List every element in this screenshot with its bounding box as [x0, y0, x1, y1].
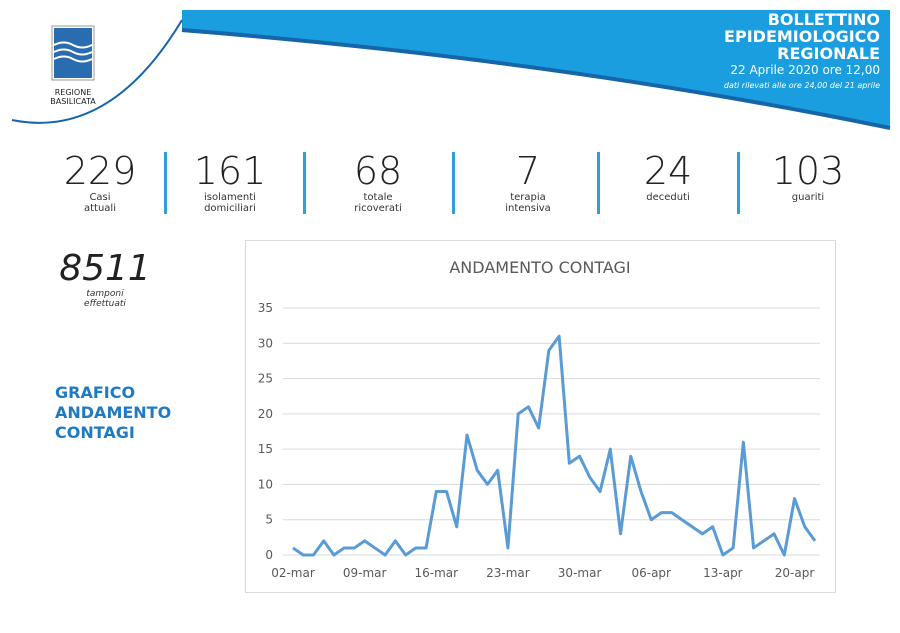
y-tick-label: 0 — [265, 548, 273, 562]
stat-label: isolamenti domiciliari — [204, 192, 256, 214]
x-tick-label: 13-apr — [703, 566, 743, 580]
logo-text: REGIONE — [55, 88, 92, 97]
stat-label: deceduti — [646, 192, 690, 203]
separator — [164, 152, 167, 214]
separator — [303, 152, 306, 214]
x-tick-label: 23-mar — [486, 566, 530, 580]
tamponi-label: tamponi effettuati — [84, 289, 126, 309]
x-tick-label: 09-mar — [343, 566, 387, 580]
stat: 103 guariti — [748, 150, 868, 203]
x-tick-label: 06-apr — [631, 566, 671, 580]
logo-text: BASILICATA — [50, 97, 96, 106]
stat-label: totale ricoverati — [354, 192, 402, 214]
separator — [597, 152, 600, 214]
x-tick-label: 16-mar — [415, 566, 459, 580]
header-note: dati rilevati alle ore 24,00 del 21 apri… — [724, 81, 880, 90]
chart: ANDAMENTO CONTAGI 0 5 10 15 20 25 30 35 02-mar 09… — [245, 240, 836, 593]
chart-title: ANDAMENTO CONTAGI — [449, 258, 630, 277]
stat-value: 7 — [515, 149, 541, 193]
logo-waves — [53, 41, 93, 63]
logo-arc — [11, 19, 183, 124]
y-tick-label: 30 — [258, 336, 273, 350]
header-title: BOLLETTINO — [768, 10, 880, 29]
y-tick-label: 25 — [258, 372, 273, 386]
header-title: REGIONALE — [777, 44, 880, 63]
stat-value: 24 — [643, 149, 693, 193]
y-tick-label: 5 — [265, 513, 273, 527]
separator — [737, 152, 740, 214]
y-tick-label: 10 — [258, 477, 273, 491]
stat: 68 totale ricoverati — [318, 150, 438, 214]
y-tick-label: 15 — [258, 442, 273, 456]
x-tick-label: 02-mar — [271, 566, 315, 580]
stat-label: Casi attuali — [84, 192, 116, 214]
stat-label: terapia intensiva — [505, 192, 551, 214]
header-stripe — [181, 28, 891, 130]
stat-value: 103 — [771, 149, 845, 193]
stat-value: 161 — [193, 149, 267, 193]
header-band — [182, 10, 890, 128]
x-tick-label: 30-mar — [558, 566, 602, 580]
separator — [452, 152, 455, 214]
header-date: 22 Aprile 2020 ore 12,00 — [730, 63, 880, 77]
x-tick-label: 20-apr — [775, 566, 815, 580]
y-tick-label: 35 — [258, 301, 273, 315]
stat: 24 deceduti — [608, 150, 728, 203]
section-title: GRAFICO ANDAMENTO CONTAGI — [55, 383, 172, 442]
stat: 7 terapia intensiva — [468, 150, 588, 214]
stat-label: guariti — [791, 192, 825, 203]
tamponi: 8511 tamponi effettuati — [55, 248, 155, 309]
series-line — [292, 334, 817, 557]
stat: 161 isolamenti domiciliari — [170, 150, 290, 214]
stat-value: 229 — [63, 149, 137, 193]
tamponi-value: 8511 — [59, 248, 151, 289]
stat-value: 68 — [353, 149, 403, 193]
header-title: EPIDEMIOLOGICO — [724, 27, 880, 46]
stat: 229 Casi attuali — [40, 150, 160, 214]
header-graphic: REGIONE BASILICATA BOLLETTINO EPIDEMIOLO… — [11, 10, 891, 130]
y-tick-label: 20 — [258, 407, 273, 421]
